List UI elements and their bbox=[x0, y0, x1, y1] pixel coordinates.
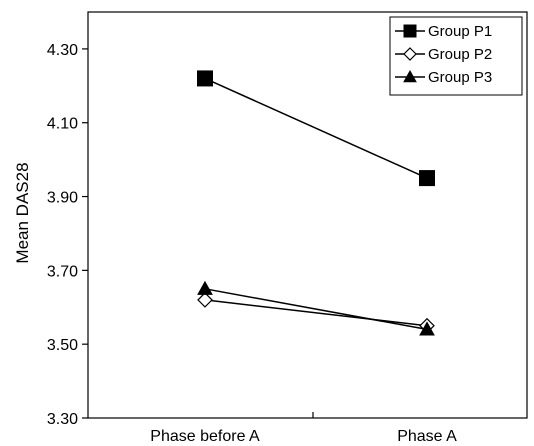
legend-item: Group P3 bbox=[395, 69, 492, 86]
data-point bbox=[197, 292, 213, 308]
x-tick-label: Phase before A bbox=[150, 428, 260, 445]
series-line bbox=[204, 299, 428, 327]
x-tick-label: Phase A bbox=[397, 428, 457, 445]
legend-label: Group P1 bbox=[428, 23, 492, 40]
data-point bbox=[197, 280, 213, 295]
y-tick-label: 3.50 bbox=[47, 337, 78, 354]
y-tick-label: 4.10 bbox=[47, 116, 78, 133]
series-2 bbox=[197, 292, 435, 334]
y-axis: 3.30 3.50 3.70 3.90 4.10 4.30 bbox=[47, 42, 88, 428]
y-tick-label: 3.70 bbox=[47, 263, 78, 280]
y-tick-label: 4.30 bbox=[47, 42, 78, 59]
x-axis: Phase before A Phase A bbox=[150, 412, 457, 445]
data-point bbox=[419, 170, 435, 187]
plot-frame bbox=[87, 11, 528, 419]
y-tick-label: 3.90 bbox=[47, 190, 78, 207]
legend-item: Group P1 bbox=[395, 23, 492, 40]
legend-marker bbox=[403, 47, 417, 61]
data-point bbox=[197, 70, 213, 87]
legend-marker bbox=[403, 24, 417, 38]
series-layer bbox=[197, 70, 435, 336]
series-3 bbox=[197, 280, 435, 336]
legend-item: Group P2 bbox=[395, 46, 492, 63]
y-axis-title: Mean DAS28 bbox=[13, 162, 32, 263]
series-1 bbox=[197, 70, 435, 187]
data-point bbox=[419, 321, 435, 336]
legend-label: Group P2 bbox=[428, 46, 492, 63]
legend-marker bbox=[403, 69, 417, 83]
series-line bbox=[204, 77, 428, 179]
legend: Group P1 Group P2 Group P3 bbox=[389, 16, 523, 96]
y-tick-label: 3.30 bbox=[47, 411, 78, 428]
series-line bbox=[204, 288, 428, 331]
legend-label: Group P3 bbox=[428, 69, 492, 86]
